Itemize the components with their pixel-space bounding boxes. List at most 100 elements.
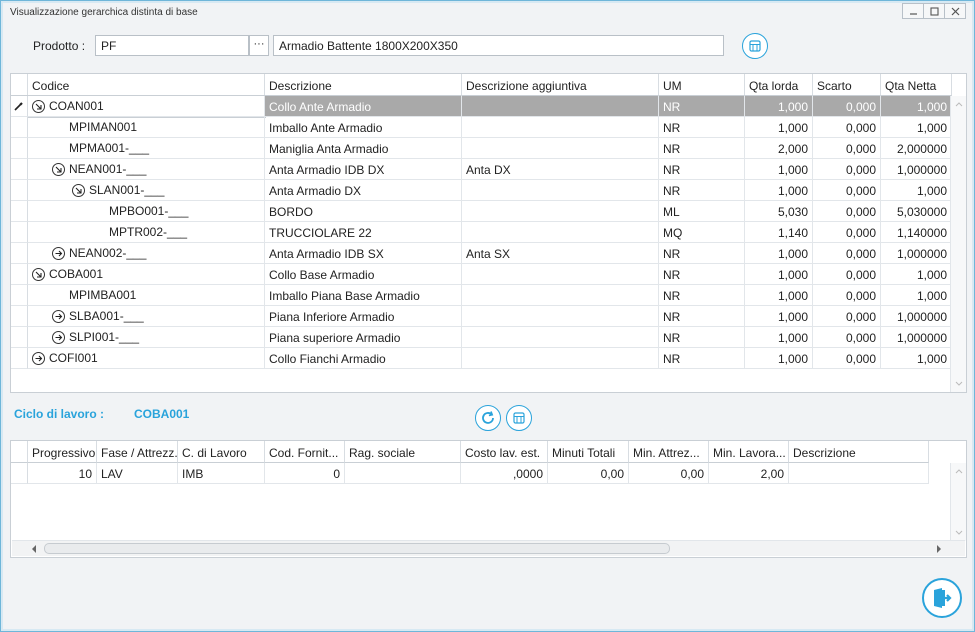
bom-vertical-scrollbar[interactable] (950, 96, 966, 392)
extra-cell (462, 180, 659, 201)
table-row[interactable]: 10 LAV IMB 0,0000 0,00 0,00 2,00 (11, 463, 929, 484)
column-header[interactable]: Descrizione (265, 74, 462, 96)
title-bar: Visualizzazione gerarchica distinta di b… (1, 1, 974, 25)
table-row[interactable]: COBA001 Collo Base Armadio NR 1,000 0,000 1,0… (11, 264, 952, 285)
table-row[interactable]: NEAN002-___ Anta Armadio IDB SX Anta SX NR 1… (11, 243, 952, 264)
column-header[interactable]: Minuti Totali (548, 441, 629, 463)
net-cell: 1,000 (881, 348, 952, 369)
collapse-node-icon[interactable] (72, 183, 85, 197)
scroll-thumb[interactable] (44, 543, 670, 554)
desc-cell: Collo Base Armadio (265, 264, 462, 285)
scroll-up-icon (955, 469, 963, 474)
cycle-horizontal-scrollbar[interactable] (12, 540, 965, 556)
gross-cell: 1,000 (745, 327, 813, 348)
table-row[interactable]: SLPI001-___ Piana superiore Armadio NR 1,00… (11, 327, 952, 348)
um-cell: NR (659, 243, 745, 264)
cycle-grid-header: Progressivo Fase / Attrezz... C. di Lavoro… (11, 441, 929, 463)
collapse-node-icon[interactable] (32, 99, 45, 113)
net-cell: 1,000 (881, 180, 952, 201)
scroll-down-icon (955, 381, 963, 386)
product-browse-button[interactable]: ··· (249, 35, 269, 56)
cycle-cell: LAV (97, 463, 178, 484)
code-text: NEAN001-___ (69, 162, 147, 176)
exit-button[interactable] (922, 578, 962, 618)
code-text: MPTR002-___ (109, 225, 188, 239)
column-header[interactable]: Rag. sociale (345, 441, 461, 463)
expand-node-icon[interactable] (52, 309, 65, 323)
column-header[interactable]: Qta Netta (881, 74, 952, 96)
um-cell: NR (659, 306, 745, 327)
bom-tree-grid[interactable]: Codice Descrizione Descrizione aggiuntiva U… (10, 73, 967, 393)
column-header[interactable]: Min. Lavora... (709, 441, 789, 463)
cycle-cell: 0,00 (548, 463, 629, 484)
gross-cell: 1,000 (745, 243, 813, 264)
expand-node-icon[interactable] (32, 351, 45, 365)
net-cell: 1,140000 (881, 222, 952, 243)
product-code-field[interactable]: PF (95, 35, 249, 56)
table-row[interactable]: MPTR002-___ TRUCCIOLARE 22 MQ 1,140 0,000 1,1… (11, 222, 952, 243)
table-row[interactable]: COAN001 Collo Ante Armadio NR 1,000 0,000 1,0… (11, 95, 952, 118)
code-text: MPBO001-___ (109, 204, 189, 218)
close-button[interactable] (944, 3, 966, 19)
table-row[interactable]: MPMA001-___ Maniglia Anta Armadio NR 2,000 0… (11, 138, 952, 159)
row-indicator (11, 96, 28, 117)
column-header[interactable]: Descrizione aggiuntiva (462, 74, 659, 96)
code-cell: NEAN001-___ (28, 159, 265, 180)
row-indicator (11, 201, 28, 222)
column-header[interactable]: C. di Lavoro (178, 441, 265, 463)
cycle-cell: 10 (28, 463, 97, 484)
extra-cell (462, 264, 659, 285)
cycle-grid[interactable]: Progressivo Fase / Attrezz... C. di Lavoro… (10, 440, 967, 558)
collapse-node-icon[interactable] (52, 162, 65, 176)
window-title: Visualizzazione gerarchica distinta di b… (10, 7, 198, 18)
refresh-button[interactable] (475, 405, 501, 431)
net-cell: 1,000000 (881, 306, 952, 327)
column-header[interactable]: Codice (28, 74, 265, 96)
expand-node-icon[interactable] (52, 330, 65, 344)
extra-cell (462, 117, 659, 138)
table-row[interactable]: MPBO001-___ BORDO ML 5,030 0,000 5,030000 (11, 201, 952, 222)
table-row[interactable]: NEAN001-___ Anta Armadio IDB DX Anta DX NR 1… (11, 159, 952, 180)
gross-cell: 1,000 (745, 285, 813, 306)
table-row[interactable]: MPIMAN001 Imballo Ante Armadio NR 1,000 0,00… (11, 117, 952, 138)
grid-icon (749, 40, 761, 52)
column-header[interactable]: UM (659, 74, 745, 96)
code-cell: COAN001 (27, 95, 266, 118)
code-cell: MPIMAN001 (28, 117, 265, 138)
gross-cell: 1,000 (745, 96, 813, 117)
gross-cell: 2,000 (745, 138, 813, 159)
table-row[interactable]: MPIMBA001 Imballo Piana Base Armadio NR 1,0… (11, 285, 952, 306)
column-header[interactable]: Progressivo (28, 441, 97, 463)
code-text: SLPI001-___ (69, 330, 140, 344)
waste-cell: 0,000 (813, 264, 881, 285)
column-header[interactable]: Fase / Attrezz... (97, 441, 178, 463)
collapse-node-icon[interactable] (32, 267, 45, 281)
edit-pencil-icon (14, 102, 23, 111)
table-row[interactable]: COFI001 Collo Fianchi Armadio NR 1,000 0,000… (11, 348, 952, 369)
table-row[interactable]: SLBA001-___ Piana Inferiore Armadio NR 1,00… (11, 306, 952, 327)
desc-cell: Imballo Ante Armadio (265, 117, 462, 138)
column-header[interactable]: Costo lav. est. (461, 441, 548, 463)
um-cell: NR (659, 348, 745, 369)
cycle-cell (789, 463, 929, 484)
cycle-vertical-scrollbar[interactable] (950, 463, 966, 541)
code-cell: MPIMBA001 (28, 285, 265, 306)
column-header[interactable]: Descrizione (789, 441, 929, 463)
grid-view-button[interactable] (742, 33, 768, 59)
minimize-button[interactable] (902, 3, 924, 19)
waste-cell: 0,000 (813, 348, 881, 369)
column-header[interactable]: Qta lorda (745, 74, 813, 96)
net-cell: 1,000000 (881, 327, 952, 348)
extra-cell (462, 306, 659, 327)
maximize-button[interactable] (923, 3, 945, 19)
net-cell: 1,000 (881, 264, 952, 285)
column-header[interactable]: Cod. Fornit... (265, 441, 345, 463)
cycle-grid-view-button[interactable] (506, 405, 532, 431)
product-description-field[interactable]: Armadio Battente 1800X200X350 (273, 35, 724, 56)
window-controls (902, 3, 966, 19)
expand-node-icon[interactable] (52, 246, 65, 260)
code-cell: COFI001 (28, 348, 265, 369)
column-header[interactable]: Scarto (813, 74, 881, 96)
column-header[interactable]: Min. Attrez... (629, 441, 709, 463)
table-row[interactable]: SLAN001-___ Anta Armadio DX NR 1,000 0,000 1,… (11, 180, 952, 201)
